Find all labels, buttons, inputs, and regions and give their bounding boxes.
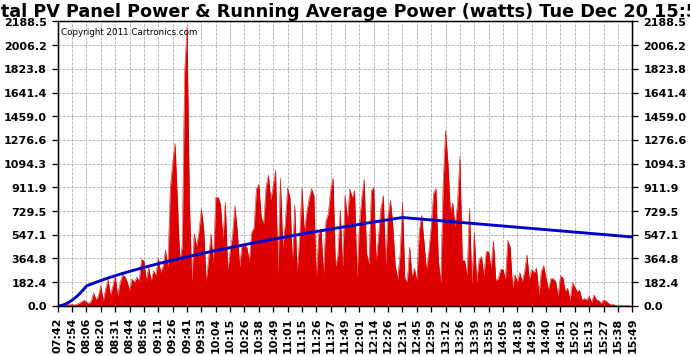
Title: Total PV Panel Power & Running Average Power (watts) Tue Dec 20 15:51: Total PV Panel Power & Running Average P… (0, 3, 690, 21)
Text: Copyright 2011 Cartronics.com: Copyright 2011 Cartronics.com (61, 28, 197, 37)
